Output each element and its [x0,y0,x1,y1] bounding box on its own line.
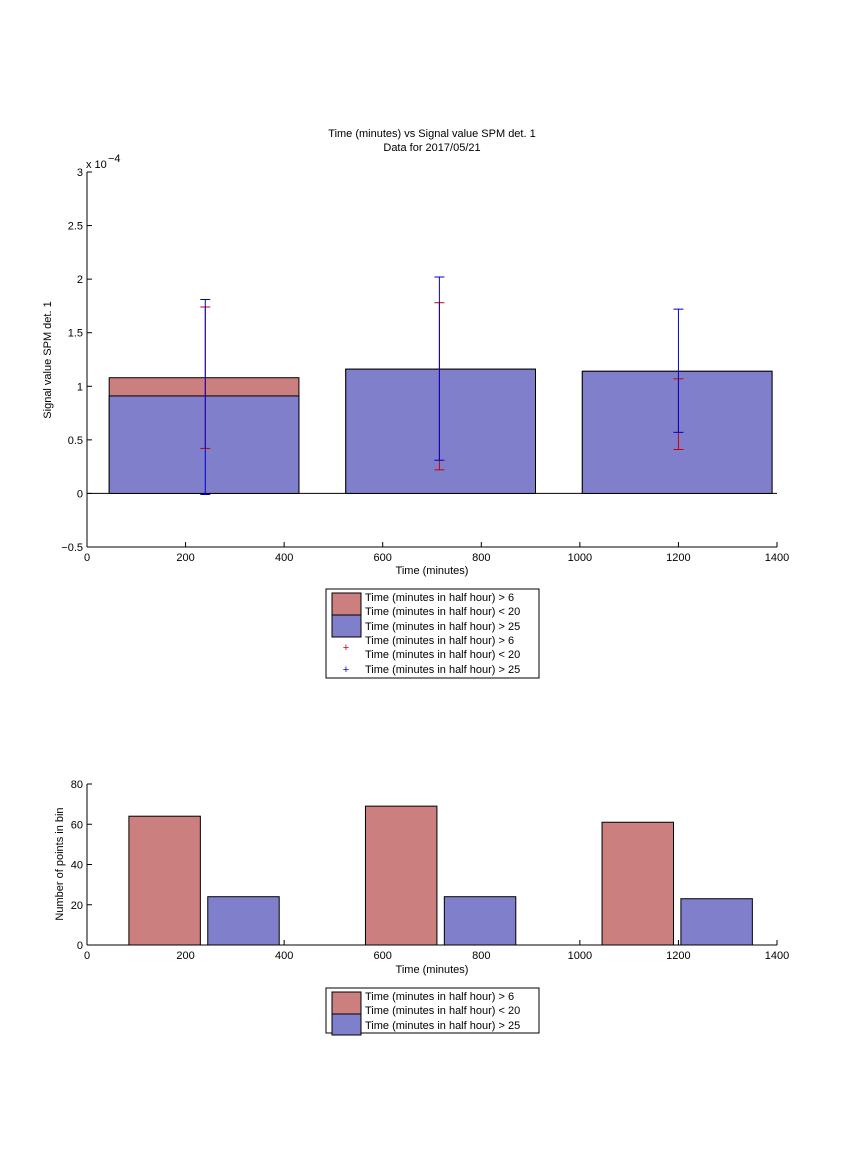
chart2-bar-blue-6 [680,898,753,946]
chart1-y-exponent-base: x 10 [86,159,107,171]
chart1-legend-marker-blue: + [343,664,349,676]
chart1-x-tick-label: 800 [472,552,490,564]
chart2-x-tick-label: 400 [275,950,293,962]
chart2-x-tick-label: 200 [176,950,194,962]
chart2-x-tick-label: 1400 [765,950,789,962]
chart2-y-tick-label: 40 [71,860,83,872]
chart1-legend: Time (minutes in half hour) > 6 Time (mi… [325,588,540,679]
chart1-y-exponent-power: −4 [108,153,121,165]
chart1-y-tick-label: 0 [77,488,83,500]
chart1-y-tick-label: −0.5 [61,542,83,554]
chart2-x-tick-label: 600 [374,950,392,962]
chart2-x-tick-label: 1000 [568,950,592,962]
chart1-title: Time (minutes) vs Signal value SPM det. … [328,128,535,140]
chart1-y-exponent: x 10 −4 [86,153,121,171]
chart2-y-tick-label: 80 [71,779,83,791]
chart2-ylabel: Number of points in bin [54,807,66,920]
chart1-y-tick-label: 1.5 [68,328,83,340]
chart2-bar-blue-4 [443,896,517,946]
chart1-legend-swatch-blue [331,614,362,638]
chart1-x-tick-label: 600 [374,552,392,564]
chart2-legend: Time (minutes in half hour) > 6 Time (mi… [325,987,540,1036]
chart1-legend-label-2: Time (minutes in half hour) < 20 [365,606,520,618]
chart1-ylabel: Signal value SPM det. 1 [42,301,54,418]
chart1-xlabel: Time (minutes) [396,565,469,577]
chart2-legend-label-3: Time (minutes in half hour) > 25 [365,1020,520,1032]
chart1-legend-label-1: Time (minutes in half hour) > 6 [365,592,514,604]
chart2-bar-red-3 [364,805,438,946]
chart1-y-tick-label: 3 [77,167,83,179]
chart1-legend-marker-red: + [343,642,349,654]
chart1-legend-label-6: Time (minutes in half hour) > 25 [365,664,520,676]
chart1-legend-swatch-red [331,592,362,616]
chart1-x-tick-label: 200 [176,552,194,564]
chart2-y-tick-label: 20 [71,900,83,912]
chart1-legend-label-4: Time (minutes in half hour) > 6 [365,635,514,647]
chart2-legend-swatch-blue [331,1013,362,1036]
chart1-bar-blue-1 [108,395,300,494]
chart2-y-tick-label: 0 [77,940,83,952]
chart1-x-tick-label: 1400 [765,552,789,564]
chart1-y-tick-label: 0.5 [68,435,83,447]
chart1-legend-label-5: Time (minutes in half hour) < 20 [365,649,520,661]
chart2-legend-label-1: Time (minutes in half hour) > 6 [365,991,514,1003]
chart2-x-tick-label: 800 [472,950,490,962]
chart1-y-tick-label: 2.5 [68,221,83,233]
chart2-x-tick-label: 0 [84,950,90,962]
chart2-bar-red-5 [601,821,674,946]
chart2-legend-label-2: Time (minutes in half hour) < 20 [365,1005,520,1017]
chart2-plot-area: 0 200 400 600 800 1000 1200 1400 0 20 40 60 80 [71,779,789,962]
chart1-x-tick-label: 0 [84,552,90,564]
chart1-y-tick-label: 1 [77,381,83,393]
chart1-y-tick-label: 2 [77,274,83,286]
chart2-x-tick-label: 1200 [666,950,690,962]
chart1-x-tick-label: 1000 [568,552,592,564]
chart1-plot-area: 0 200 400 600 800 1000 1200 1400−0.500.511.522.… [61,167,789,564]
chart1-bar-blue-2 [345,368,536,494]
chart2-xlabel: Time (minutes) [396,964,469,976]
chart2-legend-swatch-red [331,991,362,1015]
chart1-subtitle: Data for 2017/05/21 [383,142,480,154]
chart2-bar-blue-2 [207,896,280,946]
chart1-x-tick-label: 400 [275,552,293,564]
chart1-legend-label-3: Time (minutes in half hour) > 25 [365,621,520,633]
chart2-bar-red-1 [128,815,201,946]
chart1-x-tick-label: 1200 [666,552,690,564]
chart2-y-tick-label: 60 [71,819,83,831]
